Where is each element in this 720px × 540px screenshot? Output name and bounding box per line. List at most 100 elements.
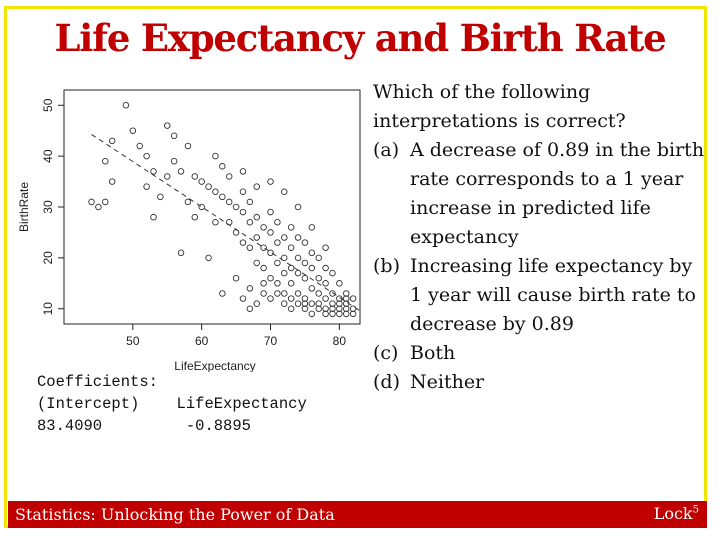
option-d: (d) Neither [373,368,708,397]
intercept-value: 83.4090 [37,417,103,435]
data-point-122 [225,173,233,180]
plot-box [63,89,361,325]
data-point-95 [281,300,288,307]
data-point-56 [294,269,302,277]
slope-value: -0.8895 [185,417,251,435]
data-point-73 [322,295,329,302]
data-point-8 [164,122,171,129]
data-point-98 [322,310,329,318]
slope-label: LifeExpectancy [176,395,307,413]
data-point-14 [198,178,205,185]
data-point-47 [281,269,288,277]
intercept-label: (Intercept) [37,395,140,413]
data-point-78 [329,310,336,318]
data-point-50 [287,244,295,251]
data-point-92 [253,300,260,307]
data-point-125 [267,178,274,185]
footer-author: Lock5 [654,504,699,523]
data-point-93 [246,305,254,312]
data-point-117 [143,183,150,190]
data-point-84 [342,300,350,307]
data-point-104 [287,305,295,312]
y-tick-label-4: 50 [41,98,55,112]
data-point-81 [336,305,343,312]
data-point-113 [150,213,157,221]
x-axis-label: LifeExpectancy [174,359,255,372]
data-point-31 [253,213,260,221]
x-tick-label-2: 70 [264,334,278,348]
data-point-44 [274,280,281,287]
x-tick-label-1: 60 [195,334,209,348]
data-point-129 [322,244,329,251]
data-point-108 [232,274,240,282]
data-point-55 [294,254,302,262]
data-point-59 [301,259,309,267]
data-point-116 [102,198,109,206]
data-point-25 [239,188,247,195]
data-point-40 [267,274,274,282]
option-d-letter: (d) [373,371,400,393]
data-point-87 [349,295,357,302]
data-point-27 [239,239,247,246]
data-point-35 [260,244,267,251]
data-point-118 [157,193,164,201]
data-point-101 [329,305,336,312]
data-point-30 [246,244,254,251]
data-point-36 [260,264,267,272]
data-point-1 [129,127,137,134]
y-tick-label-0: 10 [41,302,55,316]
data-point-124 [253,183,260,190]
data-point-23 [232,203,240,211]
data-point-114 [95,203,102,211]
data-point-42 [274,239,281,246]
data-point-9 [170,157,178,165]
data-point-13 [191,173,199,180]
option-c-letter: (c) [373,342,399,364]
data-point-94 [239,295,247,302]
data-point-106 [260,280,267,287]
data-point-32 [253,234,260,241]
data-point-83 [342,290,350,297]
data-point-69 [315,290,322,297]
data-point-72 [322,280,329,287]
data-point-85 [342,305,350,312]
x-tick-label-3: 80 [333,334,347,348]
data-point-60 [301,274,309,282]
data-point-34 [260,224,267,231]
option-b-letter: (b) [373,255,400,277]
data-point-28 [246,198,254,206]
scatter-plot: 50 60 70 80 10 20 30 40 50 LifeExpectancy Birth… [14,78,366,373]
data-point-20 [219,193,226,201]
question-block: Which of the following interpretations i… [373,78,708,397]
data-point-12 [184,198,192,206]
data-point-66 [308,300,316,307]
data-point-5 [136,142,143,150]
footer-bar: Statistics: Unlocking the Power of Data … [8,501,707,528]
data-point-61 [301,295,309,302]
data-point-62 [301,305,309,312]
data-point-126 [281,188,288,195]
y-tick-label-1: 20 [41,251,55,265]
regression-line [91,133,361,312]
data-point-38 [267,229,274,236]
data-point-33 [253,259,260,267]
question-intro: Which of the following interpretations i… [373,81,626,132]
data-point-76 [329,290,336,297]
data-point-21 [225,198,233,206]
data-point-43 [274,259,281,267]
coefficients-output: Coefficients: (Intercept) LifeExpectancy… [37,371,307,437]
data-point-68 [315,274,322,282]
data-point-86 [342,310,350,318]
data-point-29 [246,219,254,226]
data-point-26 [239,208,247,216]
data-point-111 [191,213,199,221]
data-point-74 [322,305,329,312]
data-point-48 [281,290,288,297]
data-point-4 [108,178,116,185]
data-point-105 [274,290,281,297]
data-point-65 [308,285,316,292]
data-point-90 [260,290,267,297]
data-point-46 [281,254,288,262]
data-point-64 [308,264,316,272]
data-point-110 [205,254,212,262]
